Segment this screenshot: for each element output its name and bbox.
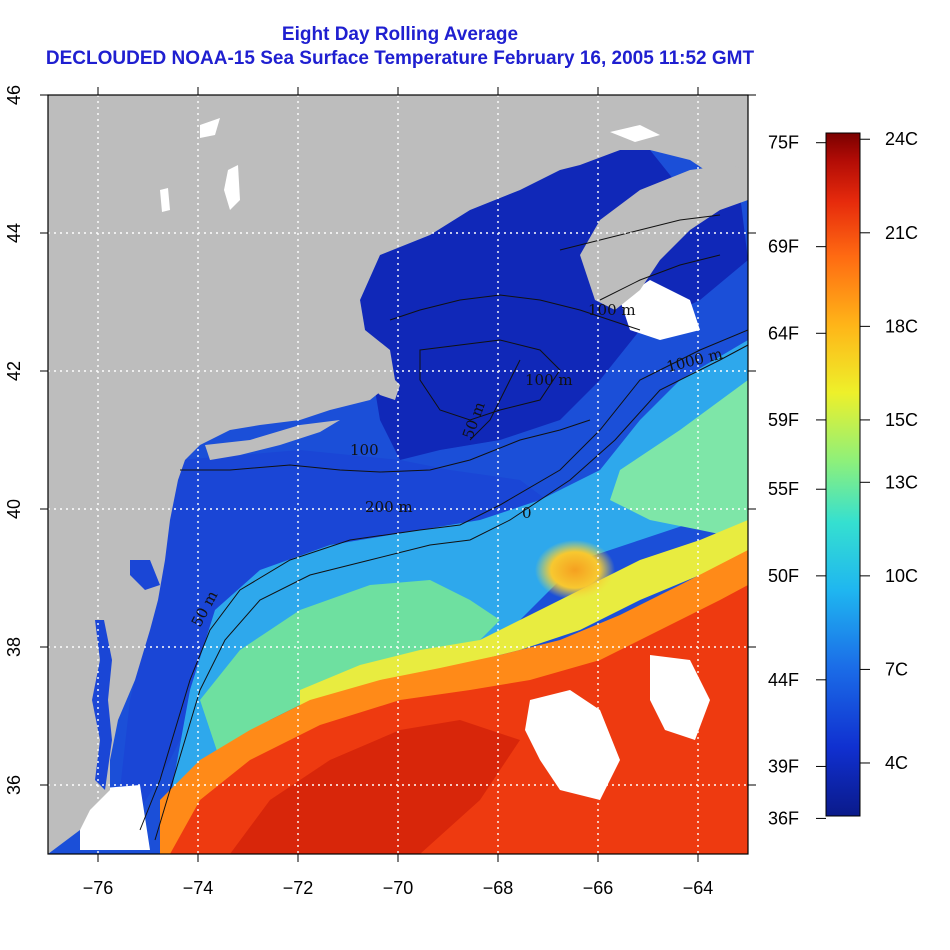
fahrenheit-label: 36F [768, 808, 799, 828]
y-tick-label: 36 [4, 775, 24, 795]
lake-white-1 [200, 118, 220, 138]
x-tick-label: −72 [283, 878, 314, 898]
map-axes: −76 −74 −72 −70 −68 −66 −64 36 38 40 42 44 46 [4, 85, 756, 898]
slope-water-green-east [610, 380, 748, 540]
celsius-label: 4C [885, 753, 908, 773]
land-mass-us [48, 95, 748, 854]
colorbar-gradient [825, 132, 861, 817]
chart-title-line-2: DECLOUDED NOAA-15 Sea Surface Temperatur… [45, 48, 755, 69]
contour-label: 100 m [525, 371, 573, 389]
sargasso-deep-red [230, 720, 520, 854]
y-tick-label: 44 [4, 223, 24, 243]
x-tick-label: −70 [383, 878, 414, 898]
celsius-label: 18C [885, 316, 918, 336]
cloud-patch-east [650, 655, 710, 740]
celsius-label: 7C [885, 659, 908, 679]
celsius-label: 15C [885, 410, 918, 430]
chart-title-line-1: Eight Day Rolling Average [281, 24, 519, 45]
fahrenheit-label: 64F [768, 323, 799, 343]
contour-label: 200 m [365, 498, 413, 516]
gulf-stream-edge-yellow [300, 520, 748, 710]
lake-white-3 [160, 188, 170, 212]
contour-label: 0 [522, 504, 532, 522]
cloud-patch-ne [620, 280, 700, 340]
celsius-label: 24C [885, 129, 918, 149]
lake-white-4 [610, 125, 660, 142]
celsius-label: 21C [885, 223, 918, 243]
y-tick-label: 46 [4, 85, 24, 105]
x-tick-label: −68 [483, 878, 514, 898]
x-tick-label: −66 [583, 878, 614, 898]
delaware-bay [130, 560, 160, 590]
land-nova-scotia [580, 165, 748, 310]
contour-label: 100 [350, 441, 379, 459]
land-cape-cod [365, 370, 400, 400]
warm-core-eddy [535, 540, 615, 600]
fahrenheit-label: 59F [768, 410, 799, 430]
x-tick-label: −64 [683, 878, 714, 898]
land-long-island [205, 420, 340, 460]
chesapeake-bay [92, 620, 112, 790]
y-tick-label: 38 [4, 637, 24, 657]
x-tick-label: −76 [83, 878, 114, 898]
fahrenheit-label: 39F [768, 756, 799, 776]
fahrenheit-label: 50F [768, 566, 799, 586]
bathymetry-contours [139, 214, 748, 841]
y-tick-label: 42 [4, 361, 24, 381]
cloud-patch-south [525, 690, 620, 800]
grid-lines [48, 95, 748, 854]
y-tick-label: 40 [4, 499, 24, 519]
fahrenheit-label: 55F [768, 479, 799, 499]
lake-white-2 [224, 165, 240, 210]
fahrenheit-label: 69F [768, 237, 799, 257]
celsius-label: 13C [885, 472, 918, 492]
colorbar-scale: 24C 21C 18C 15C 13C 10C 7C 4C 75F 69F 64F 59F 55F 50F… [768, 129, 918, 828]
celsius-label: 10C [885, 566, 918, 586]
x-tick-label: −74 [183, 878, 214, 898]
fahrenheit-label: 44F [768, 670, 799, 690]
contour-label: 100 m [588, 301, 636, 319]
fahrenheit-label: 75F [768, 133, 799, 153]
